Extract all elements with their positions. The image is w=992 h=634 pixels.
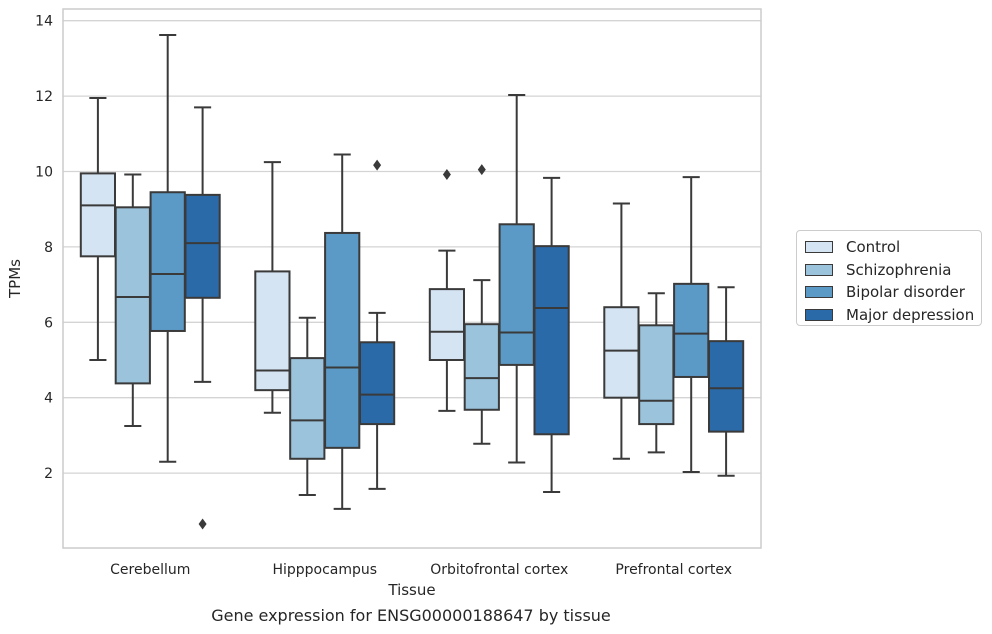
box-control	[79, 96, 117, 361]
box-major-depression	[707, 286, 745, 477]
box-major-depression	[533, 176, 570, 493]
box-schizophrenia	[638, 292, 675, 454]
box-major-depression	[184, 106, 221, 530]
y-tick-label: 10	[35, 165, 53, 181]
box-iqr	[638, 324, 675, 426]
y-tick-label: 6	[44, 315, 53, 331]
box-bipolar-disorder	[498, 93, 535, 464]
x-tick-label: Cerebellum	[110, 562, 190, 578]
box-iqr	[463, 323, 500, 411]
legend-label-schizophrenia: Schizophrenia	[846, 260, 952, 279]
box-iqr	[149, 191, 186, 332]
chart-caption: Gene expression for ENSG00000188647 by t…	[211, 606, 611, 625]
x-tick-label: Hipppocampus	[272, 562, 377, 578]
box-iqr	[324, 231, 361, 449]
box-iqr	[184, 193, 221, 299]
plot-frame	[62, 8, 762, 549]
outlier-point	[442, 169, 451, 181]
legend-swatch-control	[805, 241, 833, 254]
box-bipolar-disorder	[149, 34, 186, 463]
y-tick-label: 8	[44, 240, 53, 256]
x-axis-ticks: Cerebellum Hipppocampus Orbitofrontal cort…	[110, 562, 732, 578]
box-major-depression	[358, 159, 396, 490]
box-bipolar-disorder	[673, 176, 710, 473]
y-tick-label: 12	[35, 89, 53, 105]
outlier-point	[477, 164, 486, 176]
box-iqr	[114, 206, 151, 385]
legend-item-bipolar-disorder: Bipolar disorder	[805, 281, 981, 304]
box-iqr	[358, 341, 396, 426]
box-iqr	[673, 282, 710, 378]
y-tick-label: 14	[35, 14, 53, 30]
legend-item-schizophrenia: Schizophrenia	[805, 259, 981, 282]
box-iqr	[428, 288, 466, 361]
y-tick-label: 4	[44, 391, 53, 407]
y-axis-label: TPMs	[6, 259, 24, 299]
legend-item-control: Control	[805, 236, 981, 259]
box-control	[603, 202, 640, 460]
legend-label-control: Control	[846, 238, 901, 257]
x-tick-label: Orbitofrontal cortex	[430, 562, 568, 578]
box-control	[254, 161, 291, 414]
box-iqr	[603, 306, 640, 399]
legend-label-major-depression: Major depression	[846, 305, 975, 324]
boxes	[79, 34, 745, 530]
legend-swatch-schizophrenia	[805, 263, 833, 276]
box-schizophrenia	[289, 316, 326, 496]
box-iqr	[79, 172, 117, 258]
box-iqr	[533, 245, 570, 436]
outlier-point	[198, 518, 207, 530]
legend-item-major-depression: Major depression	[805, 304, 981, 327]
box-iqr	[254, 270, 291, 392]
legend-swatch-major-depression	[805, 308, 833, 321]
box-iqr	[707, 340, 745, 433]
box-control	[428, 169, 466, 412]
box-iqr	[289, 357, 326, 460]
outlier-point	[373, 159, 382, 171]
legend-swatch-bipolar-disorder	[805, 286, 833, 299]
box-schizophrenia	[114, 173, 151, 427]
legend: Control Schizophrenia Bipolar disorder M…	[796, 230, 982, 326]
x-tick-label: Prefrontal cortex	[615, 562, 732, 578]
box-schizophrenia	[463, 164, 500, 445]
y-axis-ticks: 2 4 6 8 10 12 14	[35, 14, 53, 482]
y-tick-label: 2	[44, 466, 53, 482]
legend-label-bipolar-disorder: Bipolar disorder	[846, 283, 965, 302]
box-bipolar-disorder	[324, 153, 361, 510]
box-iqr	[498, 223, 535, 366]
x-axis-label: Tissue	[387, 581, 435, 599]
